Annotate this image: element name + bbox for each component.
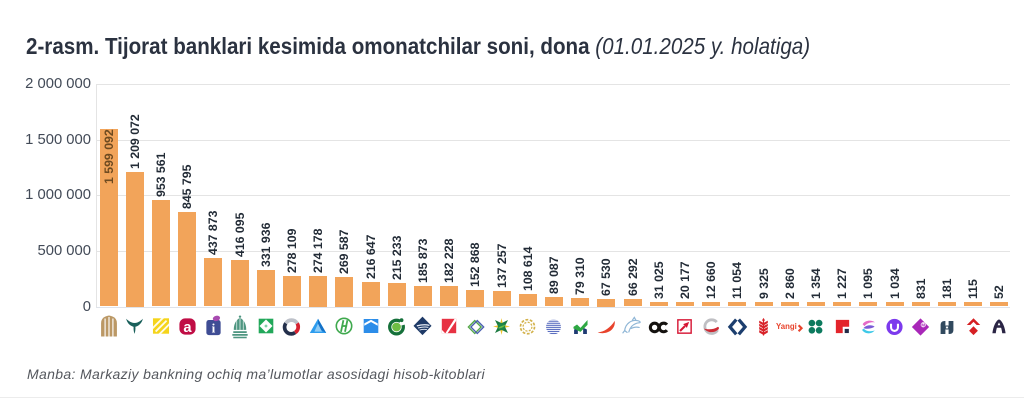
svg-text:Yangi: Yangi xyxy=(776,322,797,331)
svg-text:i: i xyxy=(211,320,215,335)
svg-text:a: a xyxy=(183,320,192,336)
svg-text:M: M xyxy=(921,323,925,328)
